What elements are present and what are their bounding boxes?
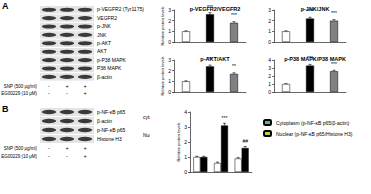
svg-text:JNK: JNK — [97, 32, 107, 38]
svg-text:2: 2 — [168, 18, 171, 24]
svg-text:p-AKT: p-AKT — [97, 40, 111, 46]
svg-text:Nucleus: Nucleus — [143, 132, 150, 138]
svg-text:3: 3 — [168, 57, 171, 63]
svg-text:SNP (500 μg/ml): SNP (500 μg/ml) — [4, 84, 38, 89]
svg-text:+: + — [83, 90, 86, 96]
svg-text:p-JNK/JNK: p-JNK/JNK — [301, 6, 330, 12]
svg-text:cytosol: cytosol — [143, 114, 150, 120]
svg-text:EG00229 (10 μM): EG00229 (10 μM) — [1, 154, 37, 159]
svg-text:+: + — [65, 145, 68, 151]
svg-text:0: 0 — [168, 39, 171, 45]
svg-text:+: + — [83, 145, 86, 151]
svg-text:+: + — [83, 83, 86, 89]
svg-text:4: 4 — [268, 57, 271, 63]
svg-text:4: 4 — [184, 109, 187, 115]
svg-text:-: - — [48, 153, 50, 159]
svg-text:***: *** — [231, 12, 237, 18]
svg-text:1: 1 — [168, 28, 171, 34]
svg-text:2: 2 — [184, 139, 187, 145]
svg-text:p-NF-κB p65: p-NF-κB p65 — [97, 127, 126, 133]
svg-text:***: *** — [222, 115, 228, 121]
svg-text:+: + — [65, 83, 68, 89]
svg-text:+: + — [83, 153, 86, 159]
svg-text:Histone H3: Histone H3 — [97, 136, 122, 142]
svg-text:2: 2 — [268, 73, 271, 79]
svg-text:1: 1 — [268, 81, 271, 87]
svg-text:3: 3 — [268, 65, 271, 71]
svg-text:EG00229 (10 μM): EG00229 (10 μM) — [1, 91, 37, 96]
svg-text:β-actin: β-actin — [97, 74, 112, 80]
svg-text:2: 2 — [168, 68, 171, 74]
svg-text:AKT: AKT — [97, 48, 107, 54]
svg-text:2: 2 — [268, 18, 271, 24]
svg-text:P38 MAPK: P38 MAPK — [97, 65, 122, 71]
svg-text:-: - — [48, 145, 50, 151]
svg-text:0: 0 — [268, 89, 271, 95]
svg-text:A: A — [2, 1, 9, 11]
svg-text:p-NF-κB p65: p-NF-κB p65 — [97, 109, 126, 115]
svg-text:Cytoplasm (p-NF-κB p65/β-actin: Cytoplasm (p-NF-κB p65/β-actin) — [276, 120, 350, 126]
svg-text:3: 3 — [184, 124, 187, 130]
svg-text:-: - — [48, 90, 50, 96]
svg-text:VEGFR2: VEGFR2 — [97, 15, 117, 21]
svg-text:p-AKT/AKT: p-AKT/AKT — [200, 56, 230, 62]
svg-text:p-JNK: p-JNK — [97, 23, 112, 29]
svg-text:-: - — [48, 83, 50, 89]
svg-text:3: 3 — [268, 7, 271, 13]
svg-text:3: 3 — [168, 7, 171, 13]
svg-text:Relative protein levels: Relative protein levels — [176, 122, 181, 161]
svg-text:SNP (500 μg/ml): SNP (500 μg/ml) — [4, 146, 38, 151]
svg-text:0: 0 — [184, 169, 187, 175]
svg-text:-: - — [66, 153, 68, 159]
svg-text:Nuclear (p-NF-κB p65/Histone H: Nuclear (p-NF-κB p65/Histone H3) — [276, 131, 353, 137]
svg-text:0: 0 — [268, 39, 271, 45]
svg-text:**: ** — [232, 63, 236, 69]
svg-text:##: ## — [242, 138, 248, 144]
svg-text:p-P38 MAPK: p-P38 MAPK — [97, 57, 127, 63]
svg-text:1: 1 — [268, 28, 271, 34]
svg-text:Relative protein levels: Relative protein levels — [160, 56, 165, 95]
svg-text:β-actin: β-actin — [97, 118, 112, 124]
svg-text:p-VEGFR2 (Tyr1175): p-VEGFR2 (Tyr1175) — [97, 6, 144, 12]
svg-text:p-P38 MAPK/P38 MAPK: p-P38 MAPK/P38 MAPK — [284, 56, 346, 62]
svg-text:0: 0 — [168, 89, 171, 95]
svg-text:Relative protein levels: Relative protein levels — [160, 6, 165, 45]
svg-text:1: 1 — [168, 78, 171, 84]
svg-text:p-VEGFR2/VEGFR2: p-VEGFR2/VEGFR2 — [190, 6, 241, 12]
svg-text:-: - — [66, 90, 68, 96]
svg-text:B: B — [2, 104, 9, 114]
svg-text:***: *** — [331, 10, 337, 16]
svg-text:1: 1 — [184, 154, 187, 160]
